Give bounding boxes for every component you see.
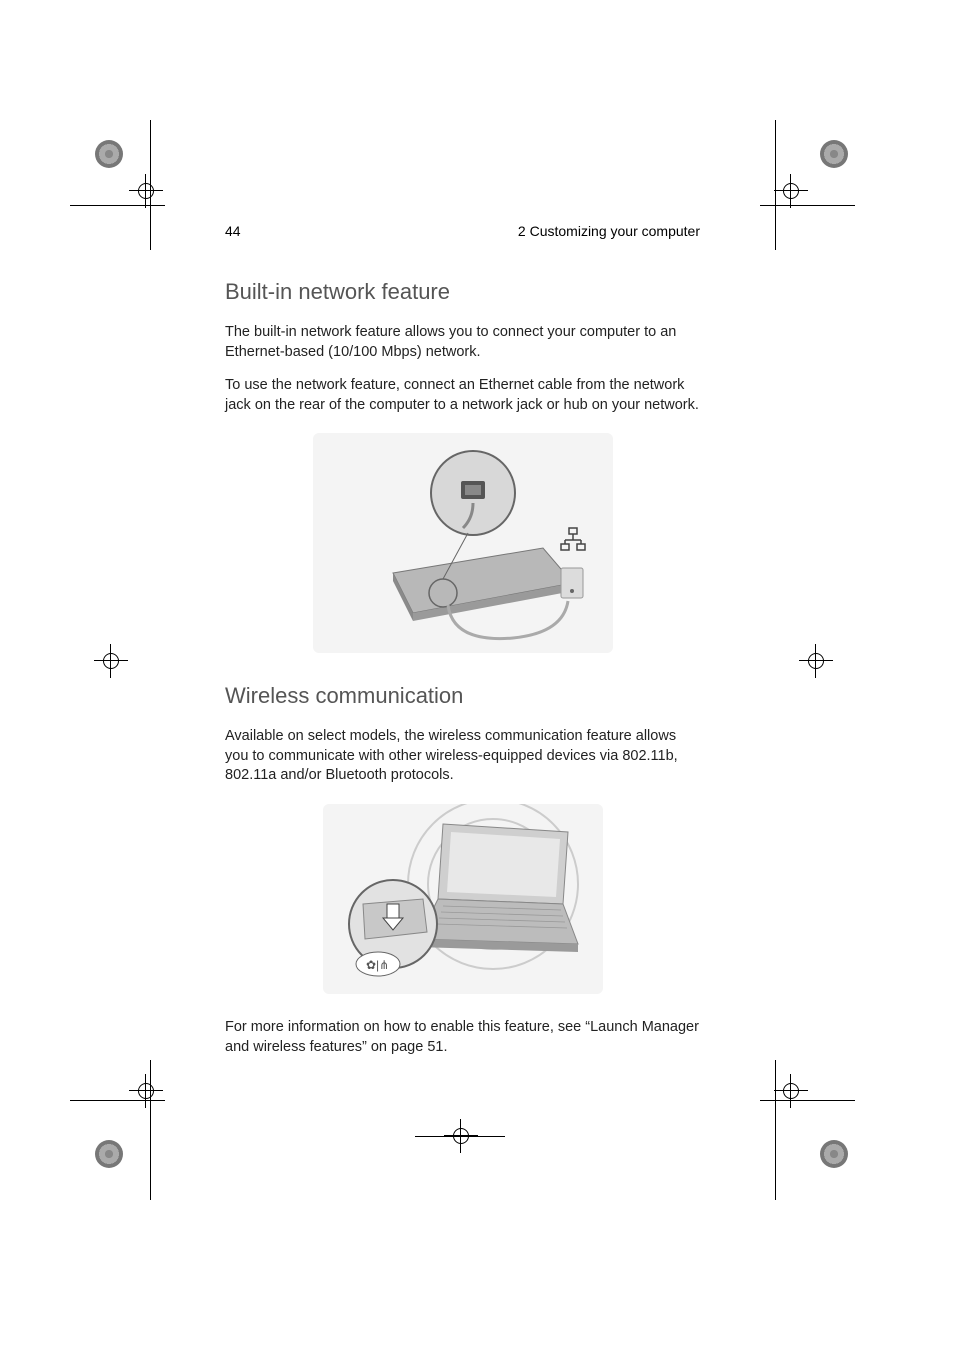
chapter-label: 2 Customizing your computer [518,223,700,239]
crop-line-v-right-b [775,1060,776,1200]
heading-network: Built-in network feature [225,279,700,305]
regmark-top-left [95,140,155,200]
svg-text:✿|⋔: ✿|⋔ [366,958,389,972]
wireless-illustration: ✿|⋔ [323,804,603,994]
page-header: 44 2 Customizing your computer [225,223,700,239]
page-number: 44 [225,223,241,239]
heading-wireless: Wireless communication [225,683,700,709]
figure-wireless: ✿|⋔ [323,804,603,994]
crop-line-h-top-r [760,205,855,206]
crop-line-h-top-l [70,205,165,206]
regmark-bottom-center [440,1125,500,1185]
regmark-mid-right [795,640,855,700]
crop-line-v-right [775,120,776,250]
crop-line-h-bot-r [760,1100,855,1101]
wireless-footer-para: For more information on how to enable th… [225,1018,700,1057]
regmark-mid-left [90,640,150,700]
ethernet-illustration [313,433,613,653]
crop-line-h-bot-c [415,1136,505,1137]
page-content: 44 2 Customizing your computer Built-in … [225,223,700,1071]
regmark-bottom-left [95,1110,155,1170]
regmark-bottom-right [790,1110,850,1170]
wireless-para-1: Available on select models, the wireless… [225,727,700,786]
network-para-2: To use the network feature, connect an E… [225,376,700,415]
figure-ethernet [313,433,613,653]
network-para-1: The built-in network feature allows you … [225,323,700,362]
regmark-top-right [790,140,850,200]
